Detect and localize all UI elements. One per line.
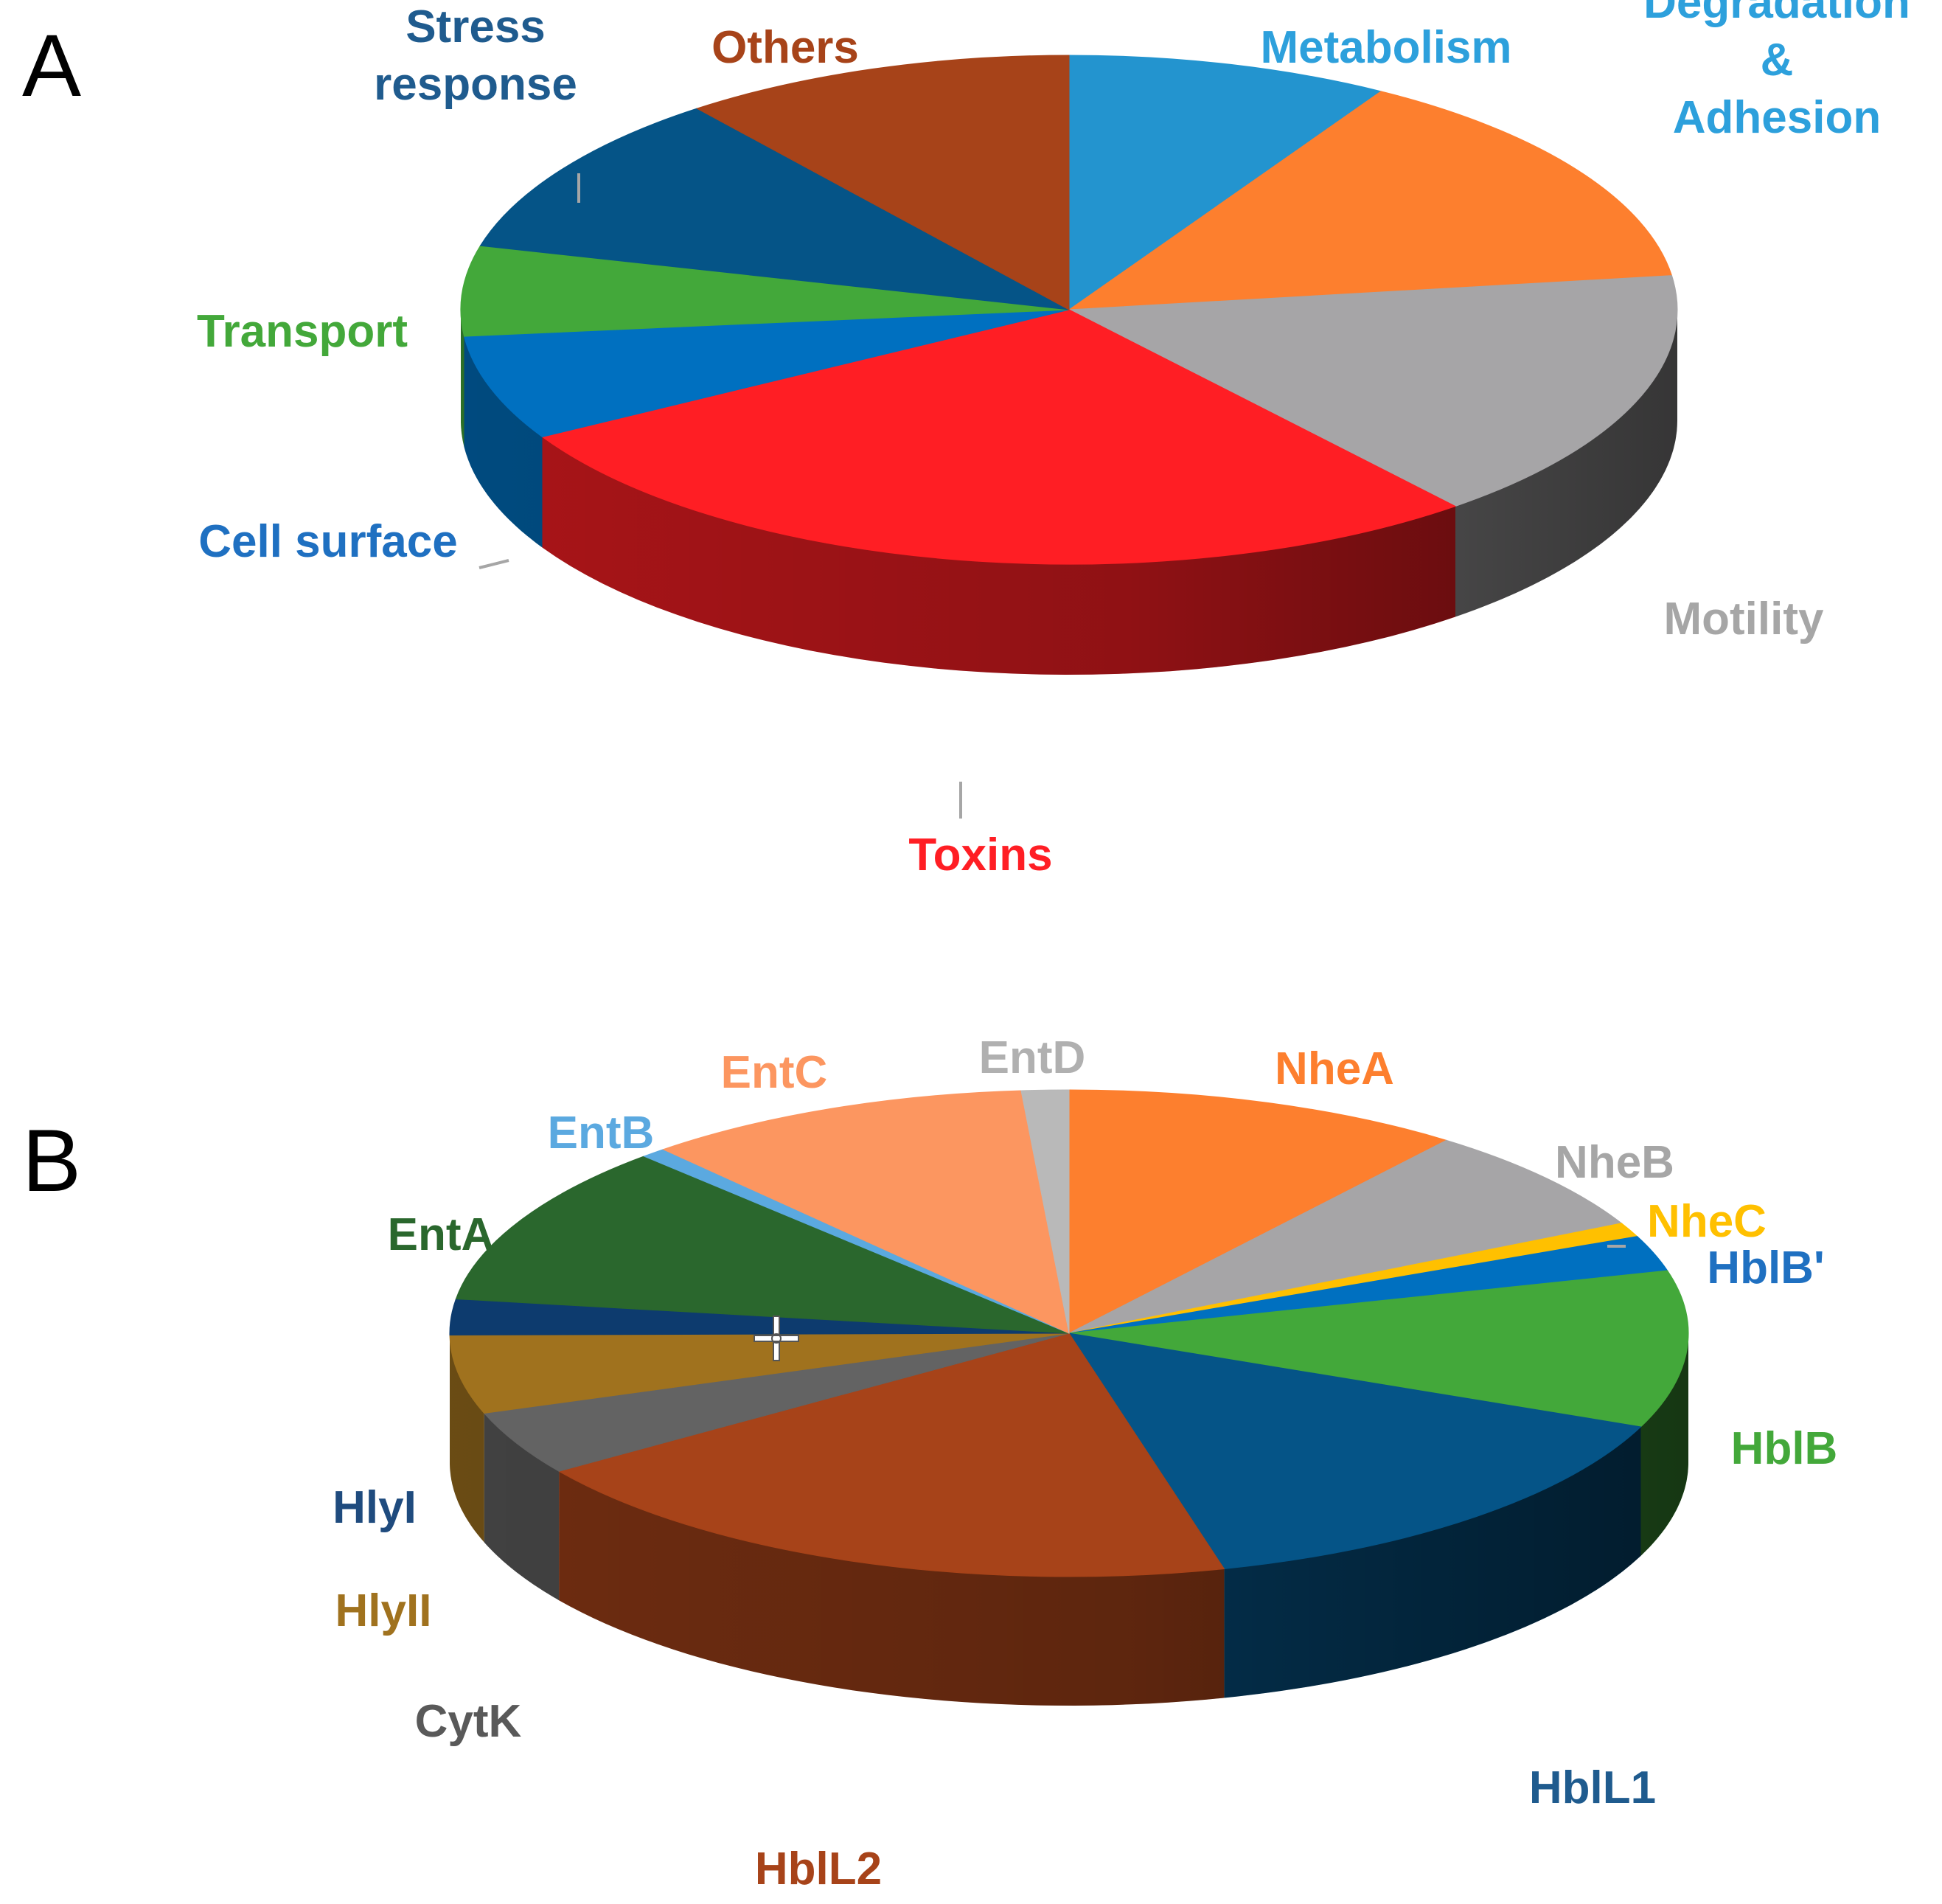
slice-label-enta: EntA — [388, 1209, 495, 1260]
slice-label-others: Others — [711, 22, 859, 73]
leader-line — [478, 559, 509, 569]
slice-cytk — [483, 1333, 1070, 1472]
slice-hblb — [1068, 1270, 1689, 1428]
slice-label-hblb-: HblB' — [1707, 1243, 1824, 1293]
slice-nhea — [1068, 1089, 1448, 1334]
slice-label-nhea: NheA — [1275, 1043, 1394, 1094]
slice-hbll2 — [557, 1333, 1225, 1577]
slice-label-metabolism: Metabolism — [1260, 22, 1511, 73]
slice-metabolism — [1068, 55, 1382, 310]
panel-label-b: B — [22, 1111, 81, 1210]
slice-hlyii — [449, 1333, 1070, 1414]
slice-label-entc: EntC — [721, 1047, 828, 1098]
slice-label-hlyi: HlyI — [333, 1482, 417, 1533]
slice-motility — [1068, 275, 1678, 507]
slice-cell-surface — [463, 309, 1070, 438]
slice-label-cell-surface: Cell surface — [198, 516, 458, 567]
pie-chart-a: Metabolism Degradation & Adhesion Motility To… — [197, 0, 1910, 880]
slice-entc — [662, 1090, 1070, 1334]
slice-hbll1 — [1068, 1333, 1642, 1570]
slice-transport — [460, 245, 1070, 337]
slice-label-stress-response: Stress response — [374, 1, 577, 110]
pie-side-shading — [450, 1333, 1688, 1706]
slice-label-nhec: NheC — [1647, 1196, 1767, 1247]
slice-enta — [455, 1156, 1070, 1334]
panel-label-a: A — [22, 16, 81, 115]
crosshair-cursor-icon — [754, 1316, 799, 1361]
pie-side-shading — [461, 310, 1677, 675]
slice-stress-response — [479, 108, 1070, 310]
slice-label-degradation-adhesion: Degradation & Adhesion — [1643, 0, 1910, 143]
slice-label-toxins: Toxins — [908, 830, 1052, 880]
slice-label-cytk: CytK — [415, 1696, 522, 1747]
slice-degradation-adhesion — [1068, 91, 1673, 310]
slice-label-entb: EntB — [548, 1108, 655, 1158]
slice-nheb — [1068, 1139, 1623, 1334]
slice-label-hblb: HblB — [1731, 1423, 1838, 1474]
slice-others — [696, 55, 1070, 310]
slice-label-entd: EntD — [979, 1032, 1086, 1083]
slice-label-hbll1: HblL1 — [1529, 1762, 1656, 1813]
slice-label-motility: Motility — [1664, 594, 1824, 644]
slice-label-nheb: NheB — [1555, 1137, 1674, 1188]
slice-entd — [1020, 1089, 1070, 1334]
slice-label-hbll2: HblL2 — [755, 1844, 882, 1894]
slice-toxins — [541, 309, 1457, 565]
slice-label-transport: Transport — [197, 306, 408, 357]
slice-label-hlyii: HlyII — [335, 1585, 432, 1636]
